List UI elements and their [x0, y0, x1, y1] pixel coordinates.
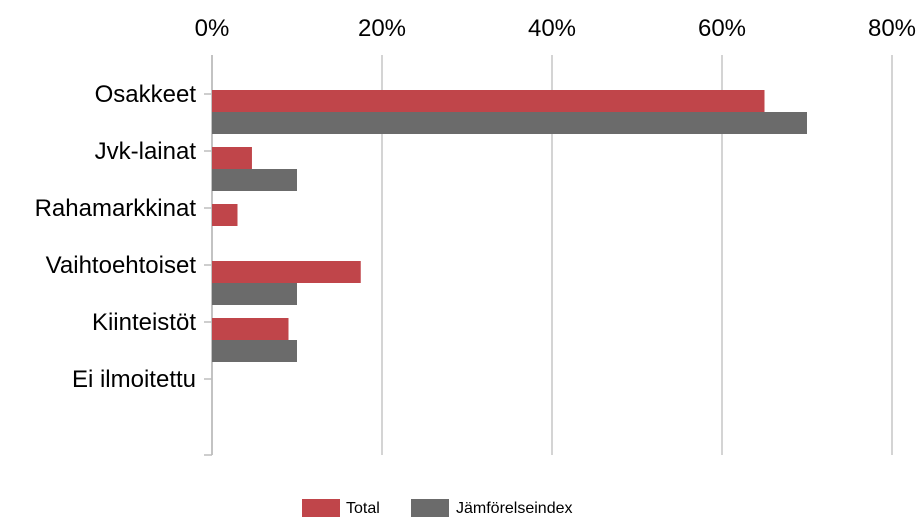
- x-tick-label: 0%: [195, 15, 230, 42]
- bar-total-osakkeet: [212, 90, 765, 112]
- category-labels: Osakkeet Jvk-lainat Rahamarkkinat Vaihtoeht…: [35, 81, 197, 393]
- x-tick-label: 20%: [358, 15, 406, 42]
- y-axis: [204, 55, 213, 456]
- bar-jamforelseindex-jvk-lainat: [212, 169, 297, 191]
- bar-total-jvk-lainat: [212, 147, 252, 169]
- bars: [212, 90, 807, 362]
- bar-total-vaihtoehtoiset: [212, 261, 361, 283]
- legend-swatch-jamforelseindex: [411, 499, 449, 517]
- category-label-osakkeet: Osakkeet: [95, 81, 197, 108]
- x-tick-label: 60%: [698, 15, 746, 42]
- category-label-kiinteistot: Kiinteistöt: [92, 309, 196, 336]
- category-label-rahamarkkinat: Rahamarkkinat: [35, 195, 197, 222]
- category-label-vaihtoehtoiset: Vaihtoehtoiset: [46, 252, 197, 279]
- legend-label-jamforelseindex: Jämförelseindex: [456, 500, 573, 517]
- bar-jamforelseindex-vaihtoehtoiset: [212, 283, 297, 305]
- bar-jamforelseindex-kiinteistot: [212, 340, 297, 362]
- category-label-ei-ilmoitettu: Ei ilmoitettu: [72, 366, 196, 393]
- x-tick-label: 80%: [868, 15, 916, 42]
- legend-label-total: Total: [346, 500, 380, 517]
- bar-total-kiinteistot: [212, 318, 289, 340]
- category-label-jvk-lainat: Jvk-lainat: [95, 138, 197, 165]
- x-tick-label: 40%: [528, 15, 576, 42]
- legend-swatch-total: [302, 499, 340, 517]
- bar-jamforelseindex-osakkeet: [212, 112, 807, 134]
- bar-total-rahamarkkinat: [212, 204, 238, 226]
- x-axis-ticks: 0% 20% 40% 60% 80%: [195, 15, 916, 42]
- legend: Total Jämförelseindex: [302, 499, 573, 517]
